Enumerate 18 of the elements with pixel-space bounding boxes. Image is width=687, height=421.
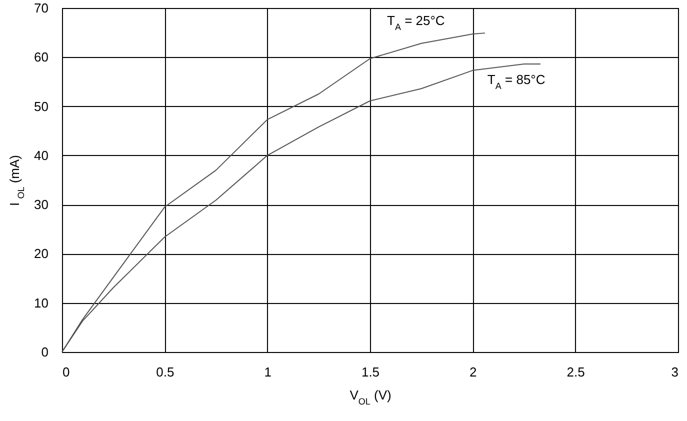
x-tick-label: 1.5 — [361, 364, 380, 380]
series-label: T$_{A}$ = 25°C — [386, 13, 445, 32]
y-tick-label: 10 — [34, 295, 48, 310]
x-tick-label: 0 — [62, 364, 70, 380]
y-tick-label: 40 — [34, 148, 48, 163]
y-tick-label: 60 — [34, 50, 48, 65]
y-tick-label: 50 — [34, 98, 48, 114]
y-tick-label: 30 — [34, 197, 48, 212]
y-tick-label: 70 — [34, 0, 48, 16]
x-tick-label: 1 — [264, 364, 272, 380]
series-label: T$_{A}$ = 85°C — [487, 72, 546, 92]
y-tick-label: 0 — [41, 344, 48, 360]
x-tick-label: 2 — [470, 364, 477, 380]
x-tick-label: 3 — [671, 364, 678, 380]
x-tick-label: 2.5 — [566, 364, 585, 380]
x-axis-title: V$_{OL}$ (V) — [350, 388, 392, 406]
x-tick-label: 0.5 — [156, 364, 174, 380]
y-tick-label: 20 — [34, 246, 48, 262]
